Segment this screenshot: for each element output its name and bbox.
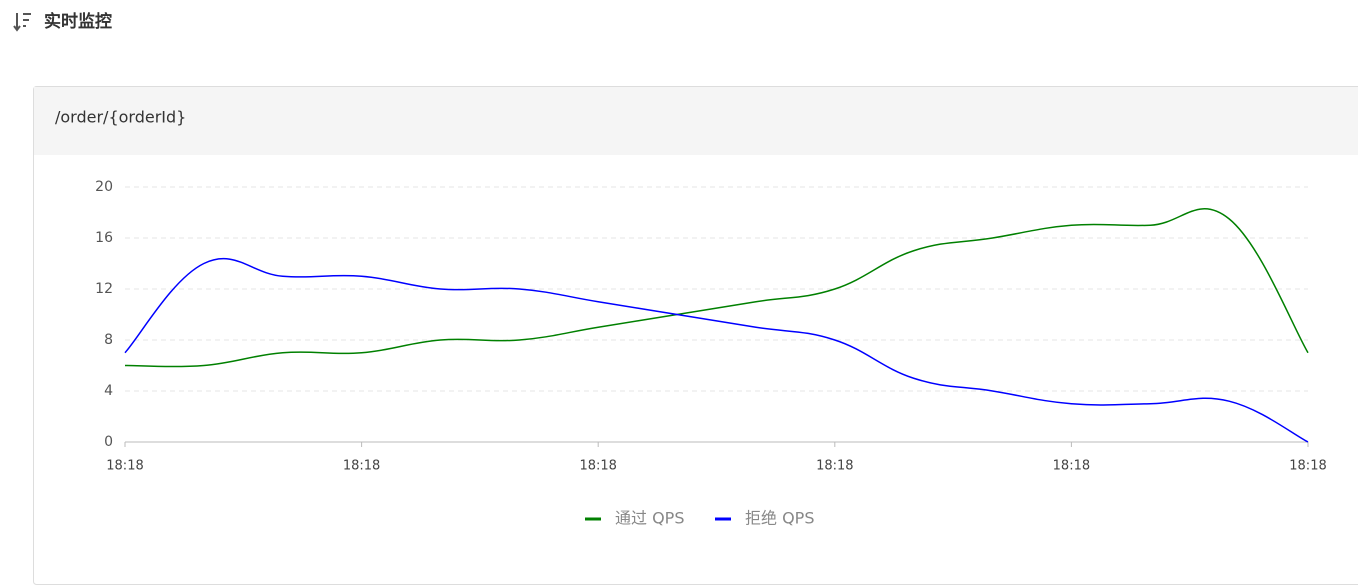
y-tick-label: 16 xyxy=(95,230,113,246)
x-tick-label: 18:18 xyxy=(579,459,616,474)
x-tick-label: 18:18 xyxy=(1053,459,1090,474)
series-line xyxy=(124,257,1309,443)
x-tick-label: 18:18 xyxy=(816,459,853,474)
header-title: 实时监控 xyxy=(44,11,112,32)
series-line xyxy=(124,208,1309,368)
y-tick-label: 0 xyxy=(104,434,113,450)
panel-header xyxy=(34,87,1358,155)
panel-title: /order/{orderId} xyxy=(55,108,186,127)
sort-icon xyxy=(13,13,31,32)
y-tick-label: 8 xyxy=(104,332,113,348)
panel xyxy=(33,86,1358,585)
y-tick-label: 12 xyxy=(95,281,113,297)
chart: 0 4 8 12 16 20 18:18 18:18 18:18 18:18 18:18 18:18 通… xyxy=(95,179,1327,528)
x-tick-label: 18:18 xyxy=(106,459,143,474)
x-tick-label: 18:18 xyxy=(343,459,380,474)
legend-label: 拒绝 QPS xyxy=(745,509,815,528)
y-tick-label: 20 xyxy=(95,179,113,195)
y-tick-label: 4 xyxy=(104,383,113,399)
legend-label: 通过 QPS xyxy=(615,509,685,528)
x-tick-label: 18:18 xyxy=(1289,459,1326,474)
